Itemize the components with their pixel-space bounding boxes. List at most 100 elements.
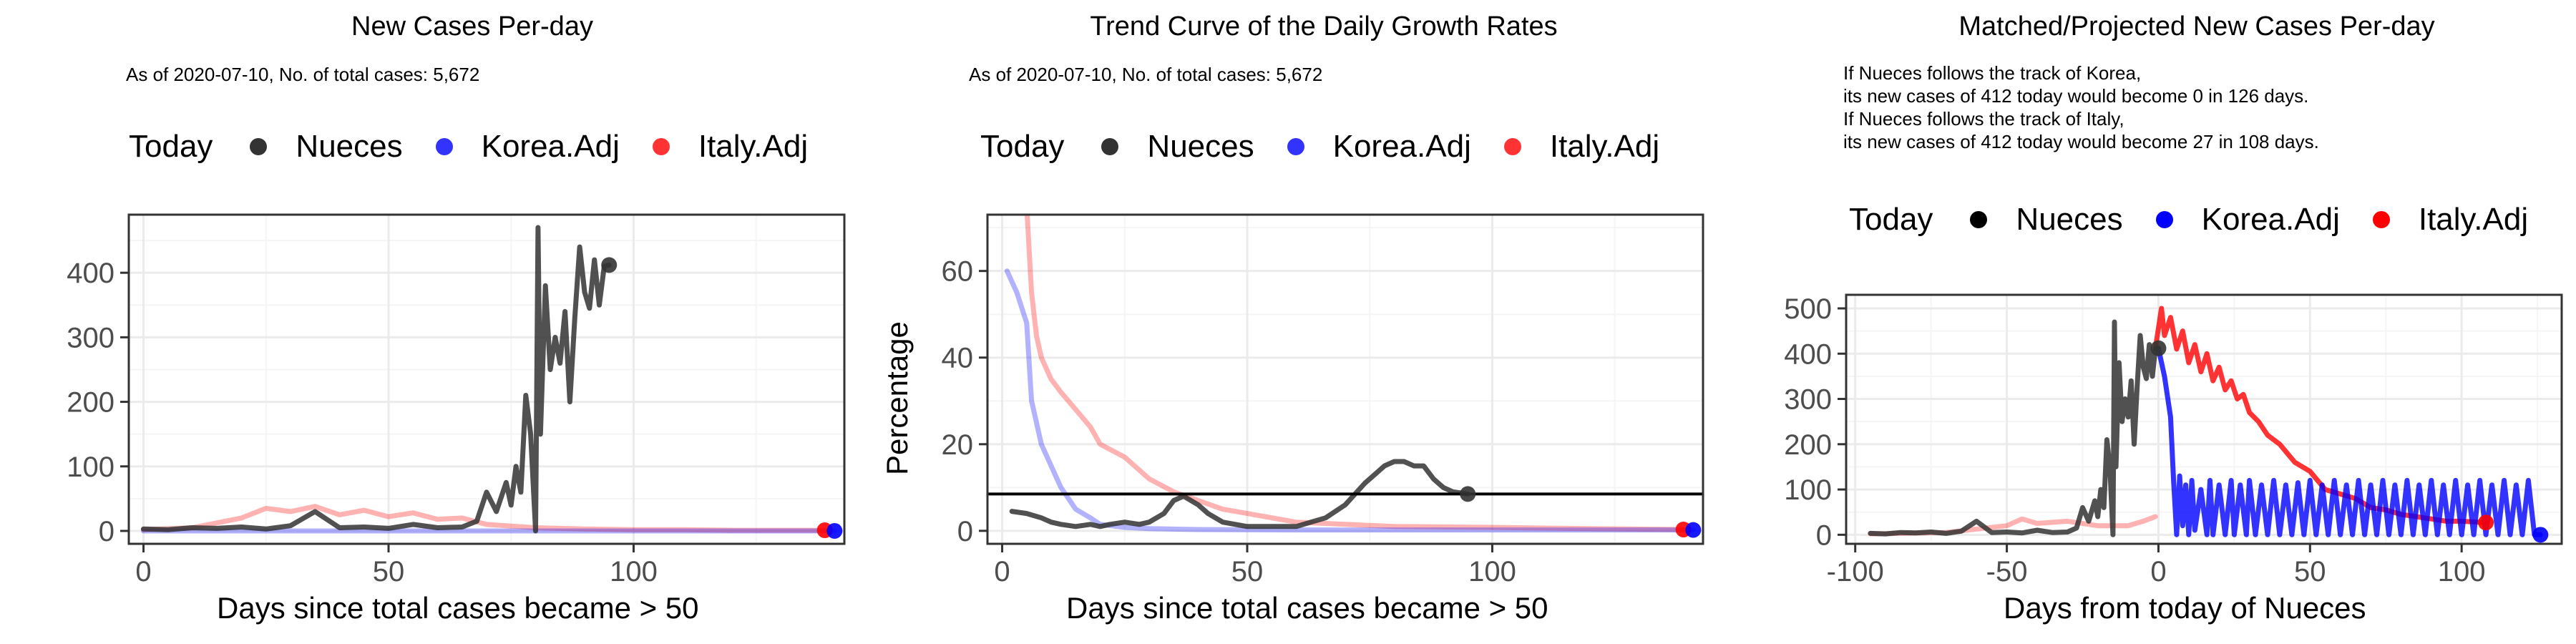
legend-label: Korea.Adj bbox=[2201, 202, 2340, 237]
legend-dot-nueces bbox=[250, 138, 268, 155]
x-tick-label: 100 bbox=[610, 556, 658, 587]
legend-title: Today bbox=[1849, 202, 1933, 237]
legend-title: Today bbox=[980, 129, 1065, 164]
today-point-korea-adj bbox=[1685, 522, 1702, 538]
x-tick-label: -100 bbox=[1827, 556, 1884, 587]
series-layer bbox=[141, 225, 837, 534]
plot-border bbox=[1845, 293, 2563, 545]
legend-label: Italy.Adj bbox=[698, 129, 809, 164]
y-tick-label: 40 bbox=[942, 343, 974, 374]
legend-dot-nueces bbox=[1970, 211, 1988, 228]
chart-plot-area: 0 50 100 0 20 40 60 bbox=[942, 213, 1704, 587]
today-point-nueces bbox=[2150, 340, 2167, 356]
legend-dot-korea bbox=[1287, 138, 1304, 155]
plot-border bbox=[986, 213, 1704, 545]
y-tick-label: 60 bbox=[942, 256, 974, 288]
legend-item-korea: Korea.Adj bbox=[1287, 129, 1471, 165]
legend-item-nueces: Nueces bbox=[250, 129, 403, 165]
y-tick-label: 400 bbox=[67, 258, 114, 289]
new-cases-per-day-panel: New Cases Per-day As of 2020-07-10, No. … bbox=[0, 0, 859, 644]
chart-plot-area: 0 50 100 0 100 200 300 400 bbox=[67, 213, 846, 587]
chart-subtitle: As of 2020-07-10, No. of total cases: 5,… bbox=[126, 63, 479, 86]
y-tick-label: 0 bbox=[957, 516, 973, 547]
legend-label: Nueces bbox=[296, 129, 403, 164]
y-tick-label: 100 bbox=[1784, 474, 1832, 506]
chart-subtitle: As of 2020-07-10, No. of total cases: 5,… bbox=[969, 63, 1322, 86]
y-tick-label: 20 bbox=[942, 429, 974, 461]
today-point-italy-adj bbox=[2478, 514, 2494, 531]
chart-title: New Cases Per-day bbox=[351, 11, 593, 42]
legend-item-korea: Korea.Adj bbox=[435, 129, 620, 165]
chart-title: Matched/Projected New Cases Per-day bbox=[1958, 11, 2435, 42]
legend-item-italy: Italy.Adj bbox=[2372, 202, 2529, 238]
legend-title: Today bbox=[129, 129, 213, 164]
x-tick-label: 0 bbox=[2150, 556, 2166, 587]
chart-legend: Today Nueces Korea.Adj Italy.Adj bbox=[1849, 202, 2561, 238]
x-tick-label: 100 bbox=[1468, 556, 1516, 587]
y-tick-label: 100 bbox=[67, 452, 114, 483]
series-line-nueces bbox=[1868, 319, 2161, 537]
series-line-korea-adj bbox=[2155, 346, 2543, 537]
x-axis-label: Days since total cases became > 50 bbox=[217, 591, 699, 625]
today-point-korea-adj bbox=[2532, 527, 2549, 543]
growth-rate-trend-panel: Trend Curve of the Daily Growth Rates As… bbox=[859, 0, 1717, 644]
series-line-italy-adj bbox=[1024, 215, 1687, 532]
series-layer bbox=[1868, 306, 2543, 537]
legend-label: Nueces bbox=[1147, 129, 1254, 164]
chart-legend: Today Nueces Korea.Adj Italy.Adj bbox=[129, 129, 841, 165]
subtitle-line: its new cases of 412 today would become … bbox=[1843, 85, 2309, 107]
subtitle-line: As of 2020-07-10, No. of total cases: 5,… bbox=[126, 64, 480, 85]
y-tick-label: 300 bbox=[67, 322, 114, 353]
chart-subtitle: If Nueces follows the track of Korea, it… bbox=[1843, 62, 2319, 153]
today-point-korea-adj bbox=[826, 522, 843, 539]
legend-label: Italy.Adj bbox=[2418, 202, 2529, 237]
legend-dot-korea bbox=[435, 138, 453, 155]
x-tick-label: 50 bbox=[2294, 556, 2326, 587]
y-tick-label: 300 bbox=[1784, 384, 1832, 416]
today-point-nueces bbox=[1460, 486, 1476, 502]
y-tick-label: 0 bbox=[1816, 519, 1832, 551]
legend-item-korea: Korea.Adj bbox=[2155, 202, 2340, 238]
x-tick-label: 50 bbox=[373, 556, 405, 587]
chart-plot-area: -100 -50 0 50 100 0 100 200 300 400 500 bbox=[1784, 293, 2563, 587]
x-tick-label: 0 bbox=[135, 556, 151, 587]
chart-title: Trend Curve of the Daily Growth Rates bbox=[1090, 11, 1558, 42]
legend-dot-italy bbox=[652, 138, 670, 155]
x-axis-label: Days from today of Nueces bbox=[2004, 591, 2366, 625]
y-axis-label: Percentage bbox=[880, 321, 914, 475]
legend-item-italy: Italy.Adj bbox=[1503, 129, 1660, 165]
subtitle-line: its new cases of 412 today would become … bbox=[1843, 131, 2319, 152]
y-tick-label: 500 bbox=[1784, 293, 1832, 325]
series-line-nueces bbox=[141, 225, 612, 534]
legend-item-nueces: Nueces bbox=[1970, 202, 2123, 238]
subtitle-line: As of 2020-07-10, No. of total cases: 5,… bbox=[969, 64, 1323, 85]
x-tick-label: 100 bbox=[2438, 556, 2486, 587]
legend-label: Korea.Adj bbox=[481, 129, 620, 164]
series-line-nueces bbox=[1009, 459, 1470, 530]
legend-dot-italy bbox=[2372, 211, 2390, 228]
plot-background bbox=[129, 215, 844, 544]
series-layer bbox=[1004, 215, 1696, 533]
legend-label: Nueces bbox=[2016, 202, 2123, 237]
series-line-italy-adj bbox=[141, 504, 828, 533]
legend-dot-italy bbox=[1503, 138, 1521, 155]
today-point-nueces bbox=[601, 257, 618, 273]
plot-background bbox=[987, 215, 1703, 544]
x-tick-label: 50 bbox=[1231, 556, 1264, 587]
plot-border bbox=[127, 213, 846, 545]
y-tick-label: 200 bbox=[67, 387, 114, 419]
legend-dot-korea bbox=[2155, 211, 2173, 228]
subtitle-line: If Nueces follows the track of Korea, bbox=[1843, 62, 2142, 84]
legend-item-italy: Italy.Adj bbox=[652, 129, 809, 165]
y-tick-label: 200 bbox=[1784, 429, 1832, 461]
series-line-korea-adj bbox=[1004, 268, 1696, 533]
subtitle-line: If Nueces follows the track of Italy, bbox=[1843, 108, 2124, 130]
x-tick-label: -50 bbox=[1986, 556, 2028, 587]
x-tick-label: 0 bbox=[994, 556, 1010, 587]
chart-legend: Today Nueces Korea.Adj Italy.Adj bbox=[980, 129, 1692, 165]
legend-label: Korea.Adj bbox=[1332, 129, 1471, 164]
legend-dot-nueces bbox=[1101, 138, 1119, 155]
projected-cases-panel: Matched/Projected New Cases Per-day If N… bbox=[1717, 0, 2576, 644]
legend-label: Italy.Adj bbox=[1549, 129, 1660, 164]
legend-item-nueces: Nueces bbox=[1101, 129, 1254, 165]
